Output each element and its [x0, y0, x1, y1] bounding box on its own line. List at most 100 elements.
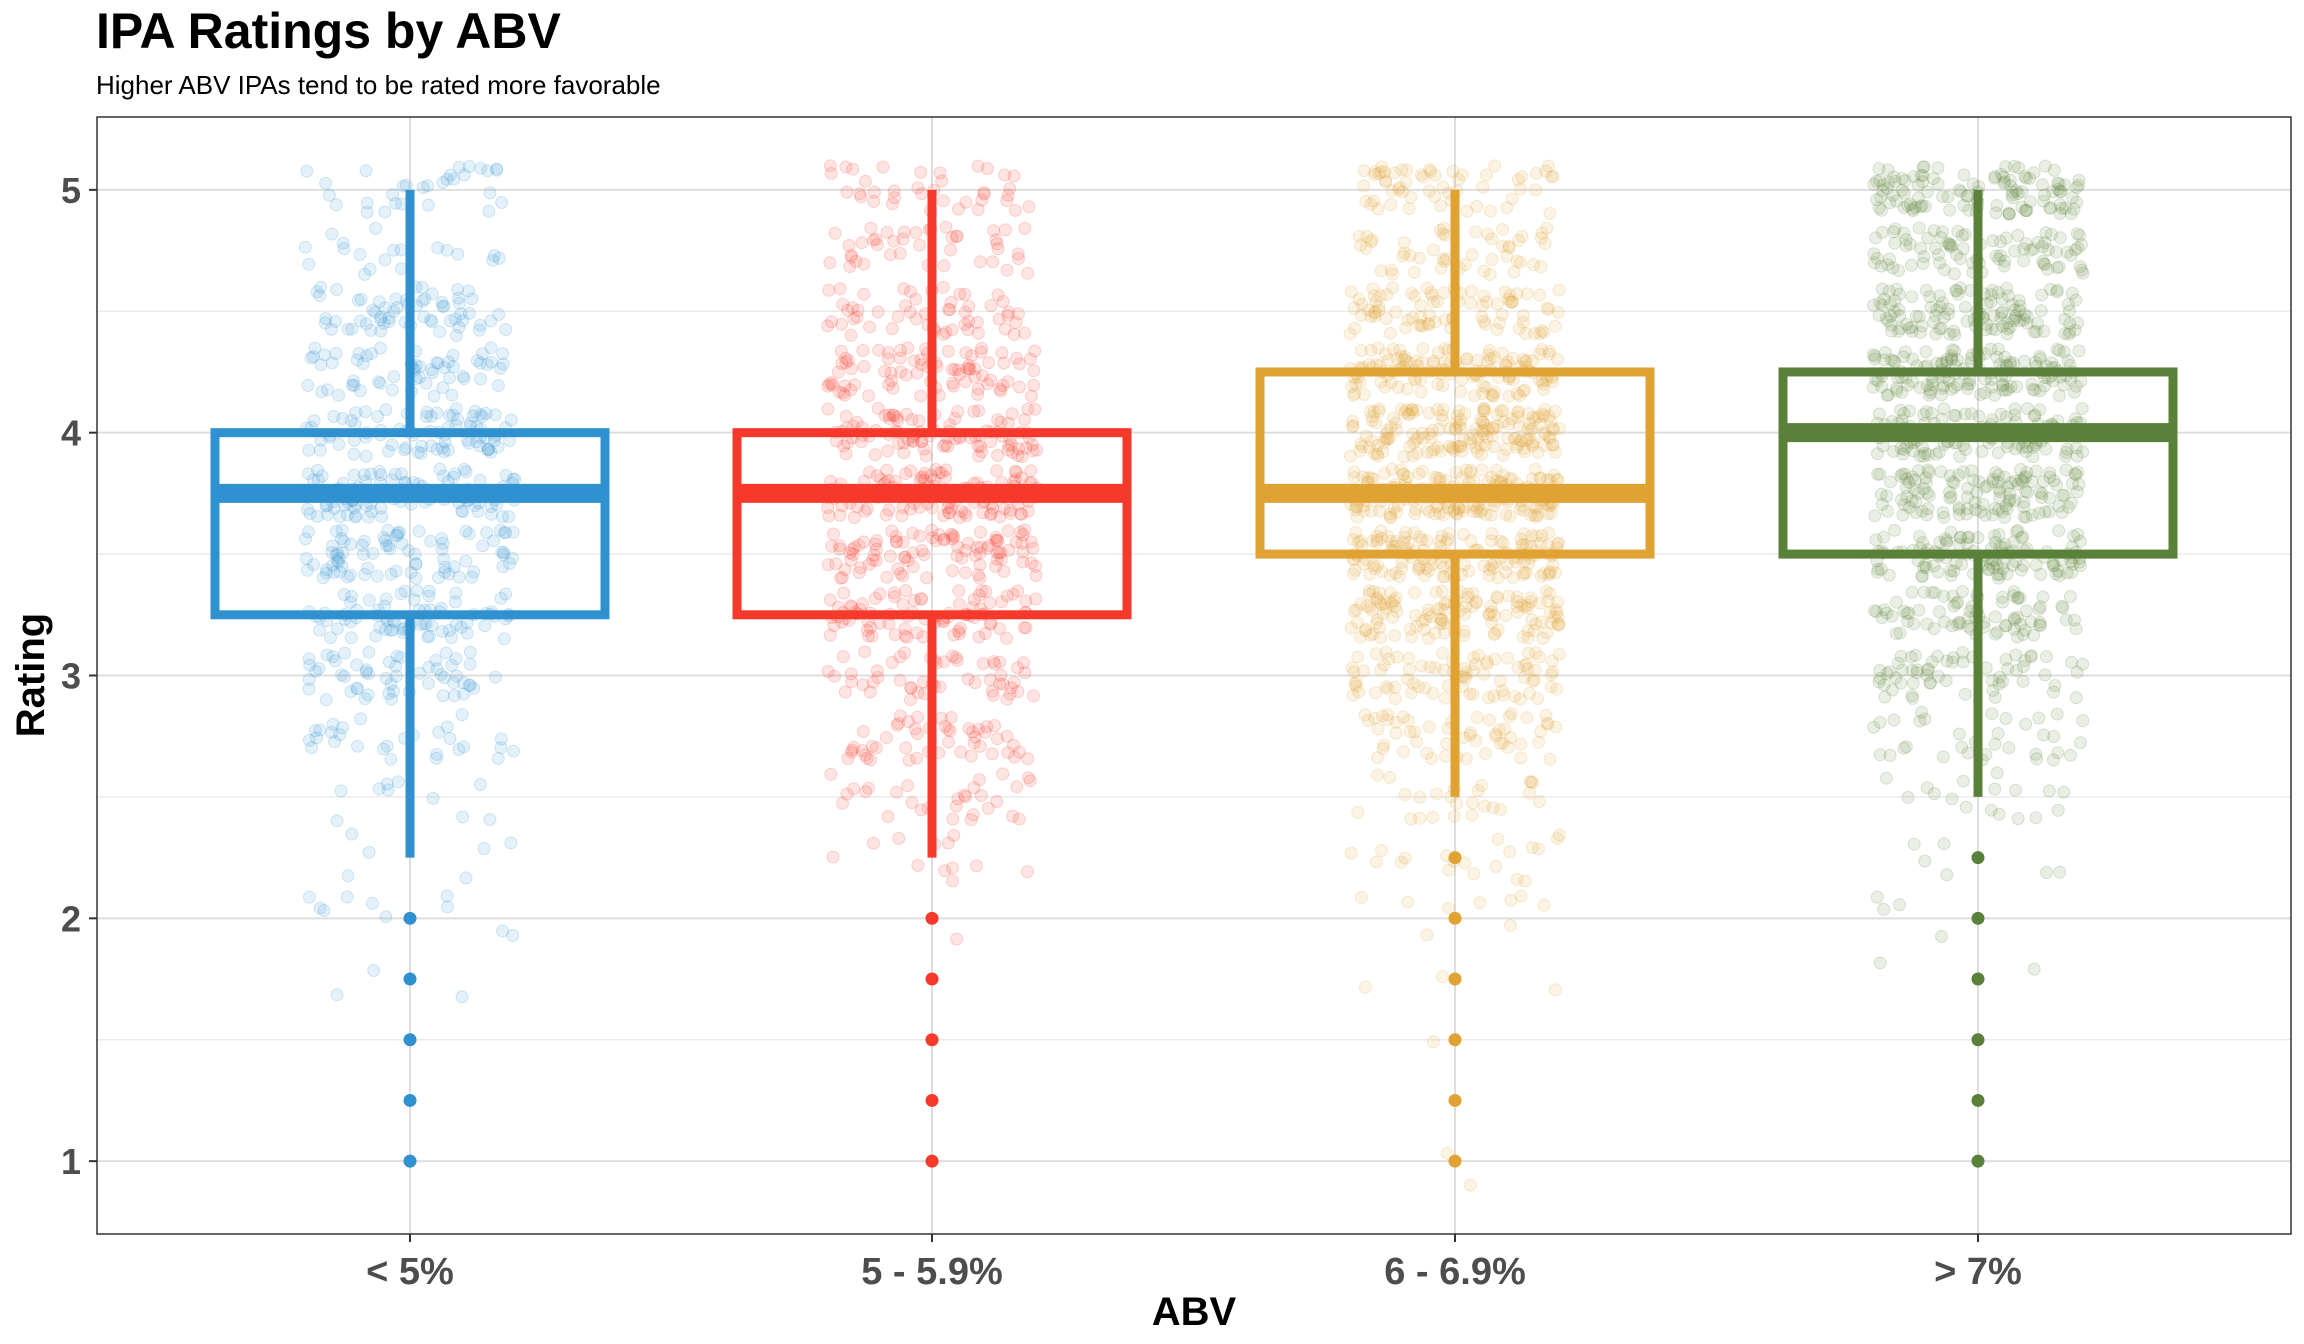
jitter-point [2019, 204, 2033, 217]
jitter-point [1426, 810, 1440, 824]
jitter-point [987, 655, 1000, 669]
jitter-point [381, 783, 395, 797]
jitter-point [883, 549, 897, 563]
jitter-point [2047, 685, 2060, 699]
jitter-point [508, 472, 522, 486]
jitter-point [894, 567, 908, 580]
jitter-point [1354, 597, 1368, 611]
jitter-point [858, 504, 872, 518]
jitter-point [896, 535, 910, 549]
jitter-point [1889, 194, 1903, 208]
jitter-point [971, 203, 985, 216]
jitter-point [1991, 468, 2005, 482]
jitter-point [845, 743, 859, 757]
jitter-point [869, 542, 883, 556]
jitter-point [964, 749, 978, 763]
jitter-point [1872, 407, 1886, 421]
jitter-point [1939, 536, 1953, 550]
jitter-point [1869, 533, 1883, 547]
jitter-point [2046, 559, 2060, 573]
jitter-point [882, 378, 896, 392]
jitter-point [1483, 204, 1497, 218]
jitter-point [438, 361, 452, 374]
jitter-point [1399, 175, 1413, 189]
jitter-point [1405, 403, 1419, 417]
jitter-point [474, 161, 488, 175]
jitter-point [1947, 408, 1961, 422]
jitter-point [372, 295, 386, 309]
jitter-point [1525, 529, 1539, 543]
jitter-point [1000, 194, 1014, 208]
jitter-point [2013, 314, 2027, 328]
jitter-point [971, 439, 985, 453]
jitter-point [1027, 364, 1041, 378]
jitter-point [1398, 350, 1412, 364]
jitter-point [1901, 790, 1915, 804]
jitter-point [2019, 237, 2033, 251]
jitter-point [1405, 403, 1419, 417]
jitter-point [1009, 535, 1023, 549]
jitter-point [1923, 290, 1937, 304]
jitter-point [949, 651, 963, 664]
jitter-point [1887, 713, 1901, 727]
jitter-point [1868, 256, 1881, 270]
jitter-point [1917, 585, 1931, 599]
jitter-point [1019, 441, 1033, 455]
jitter-point [2051, 182, 2065, 196]
jitter-point [1354, 437, 1368, 451]
jitter-point [493, 523, 507, 537]
jitter-point [1425, 752, 1439, 765]
jitter-point [1935, 225, 1949, 239]
jitter-point [1933, 289, 1946, 303]
jitter-point [1542, 409, 1556, 423]
jitter-point [1483, 352, 1497, 365]
jitter-point [377, 317, 391, 330]
jitter-point [1920, 781, 1934, 795]
jitter-point [488, 408, 502, 422]
jitter-point [1495, 684, 1509, 698]
jitter-point [475, 410, 489, 424]
jitter-point [1536, 377, 1550, 391]
jitter-point [1543, 206, 1557, 220]
jitter-point [1484, 508, 1498, 522]
jitter-point [1373, 504, 1386, 518]
jitter-point [905, 796, 919, 810]
jitter-point [457, 687, 471, 701]
jitter-point [481, 442, 495, 456]
jitter-point [2061, 500, 2075, 514]
jitter-point [1015, 450, 1029, 464]
jitter-point [1952, 727, 1966, 741]
jitter-point [2054, 185, 2068, 198]
jitter-point [383, 542, 397, 556]
jitter-point [321, 383, 334, 397]
jitter-point [1905, 258, 1918, 272]
jitter-point [886, 197, 899, 211]
jitter-point [1375, 843, 1389, 857]
jitter-point [995, 595, 1009, 609]
jitter-point [1406, 427, 1420, 441]
jitter-point [382, 315, 396, 329]
jitter-point [984, 507, 998, 521]
jitter-point [2072, 344, 2086, 358]
jitter-point [1932, 322, 1946, 336]
jitter-point [2012, 161, 2026, 175]
jitter-point [1996, 383, 2010, 397]
jitter-point [385, 623, 399, 637]
jitter-point [1415, 533, 1429, 547]
jitter-point [1006, 445, 1020, 459]
jitter-point [2071, 465, 2085, 479]
jitter-point [978, 725, 992, 739]
jitter-point [880, 570, 894, 584]
jitter-point [1463, 432, 1477, 446]
jitter-point [1541, 594, 1555, 608]
jitter-point [1961, 611, 1975, 625]
jitter-point [447, 560, 461, 574]
jitter-point [865, 629, 879, 643]
jitter-point [1424, 431, 1438, 445]
jitter-point [904, 502, 918, 516]
jitter-point [1425, 288, 1439, 302]
jitter-point [1897, 741, 1911, 755]
jitter-point [2033, 384, 2047, 398]
jitter-point [1948, 328, 1962, 342]
jitter-point [866, 233, 880, 247]
